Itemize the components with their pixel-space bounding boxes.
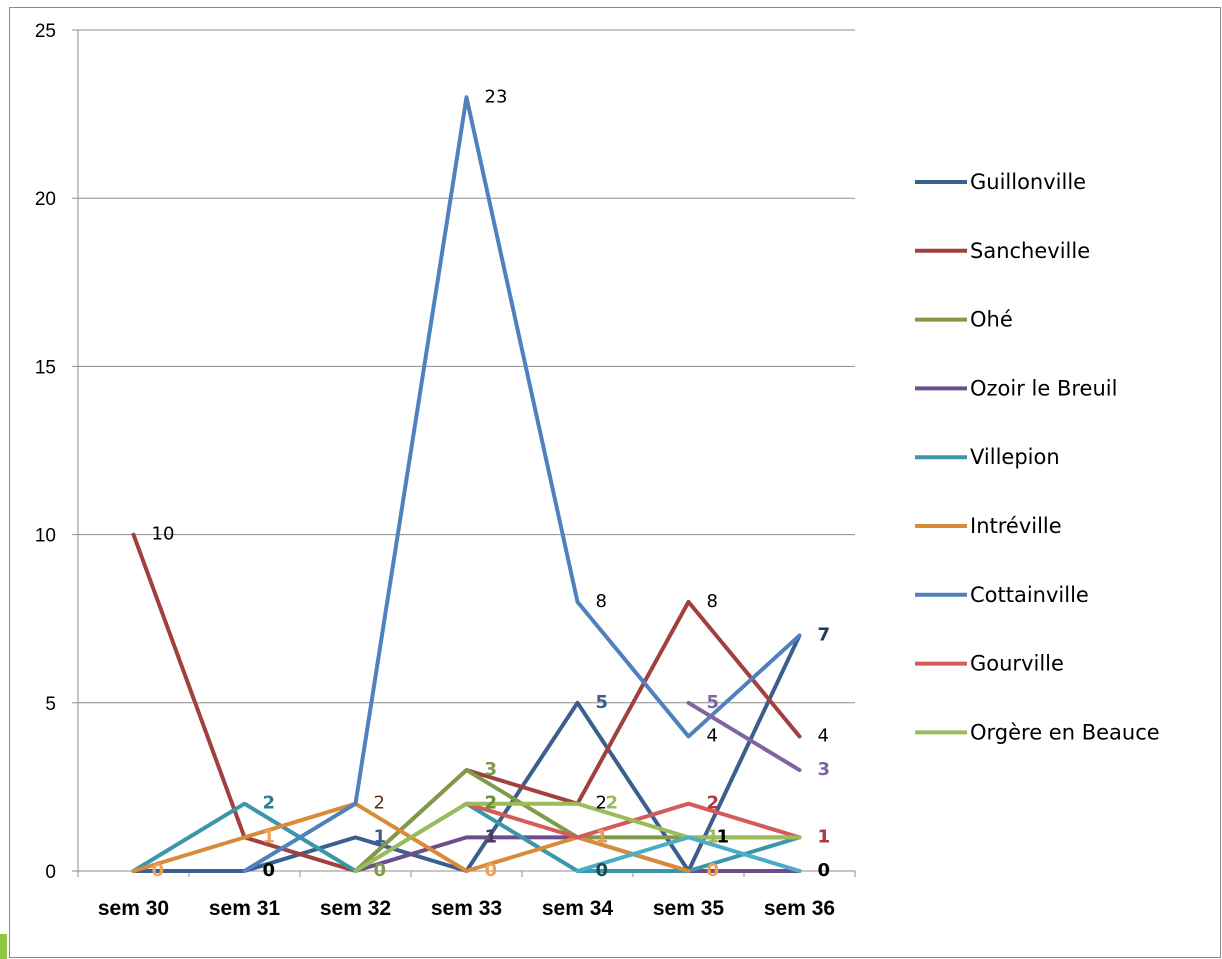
legend-entry: Orgère en Beauce — [970, 720, 1160, 744]
series-line — [686, 700, 802, 773]
data-label: 0 — [485, 860, 498, 881]
data-label: 1 — [596, 826, 609, 847]
data-label: 5 — [707, 692, 720, 713]
data-label: 0 — [596, 860, 609, 881]
data-label: 1 — [818, 826, 831, 847]
x-category-label: sem 33 — [431, 897, 502, 920]
legend-entry: Sancheville — [970, 239, 1090, 263]
data-label: 2 — [596, 793, 607, 814]
series-lines — [131, 95, 802, 873]
data-label: 0 — [374, 860, 387, 881]
legend-entry: Ozoir le Breuil — [970, 376, 1117, 400]
data-label: 2 — [374, 793, 385, 814]
data-label: 8 — [707, 591, 718, 612]
legend-entry: Gourville — [970, 652, 1064, 676]
data-label: 1 — [263, 826, 276, 847]
x-category-label: sem 36 — [764, 897, 835, 920]
data-label: 7 — [818, 625, 831, 646]
data-label: 0 — [152, 860, 165, 881]
data-label: 2 — [263, 793, 276, 814]
x-category-label: sem 30 — [98, 897, 169, 920]
data-label: 1 — [818, 826, 831, 847]
legend-entry: Ohé — [970, 308, 1013, 332]
chart-frame — [9, 7, 1221, 958]
legend-entry: Guillonville — [970, 170, 1086, 194]
y-tick-label: 5 — [45, 694, 56, 715]
y-tick-label: 25 — [35, 21, 56, 42]
data-label: 3 — [485, 759, 496, 780]
data-label: 0 — [818, 860, 831, 881]
series-line — [242, 95, 802, 873]
data-label: 1 — [374, 826, 387, 847]
x-category-label: sem 35 — [653, 897, 725, 920]
x-category-label: sem 32 — [320, 897, 391, 920]
legend-entry: Intréville — [970, 514, 1062, 538]
data-label: 1 — [485, 826, 498, 847]
data-label: 3 — [818, 759, 831, 780]
data-label: 4 — [818, 725, 829, 746]
data-label: 2 — [485, 793, 498, 814]
data-label: 8 — [596, 591, 607, 612]
legend: Guillonville Sancheville Ohé Ozoir le Breui… — [915, 170, 1160, 744]
data-label: 2 — [485, 793, 498, 814]
data-label: 5 — [596, 692, 609, 713]
data-label: 4 — [707, 725, 718, 746]
data-label: 1 — [596, 826, 609, 847]
x-category-label: sem 34 — [542, 897, 614, 920]
series-line — [353, 801, 802, 873]
y-tick-label: 0 — [45, 862, 56, 883]
data-label: 23 — [485, 86, 508, 107]
data-label: 2 — [606, 793, 619, 814]
data-label: 2 — [707, 793, 720, 814]
data-label: 3 — [485, 759, 498, 780]
legend-entry: Cottainville — [970, 583, 1089, 607]
legend-entry: Villepion — [970, 445, 1060, 469]
data-label: 1 — [717, 826, 730, 847]
data-label: 10 — [152, 524, 175, 545]
y-tick-label: 15 — [35, 357, 56, 378]
data-label: 1 — [818, 826, 831, 847]
data-label: 1 — [707, 826, 720, 847]
x-category-label: sem 31 — [209, 897, 281, 920]
data-label: 0 — [707, 860, 720, 881]
corner-accent — [0, 934, 7, 959]
gridlines — [78, 29, 855, 704]
data-label: 0 — [263, 860, 276, 881]
series-line — [575, 835, 802, 873]
y-tick-label: 10 — [35, 526, 56, 547]
y-tick-label: 20 — [35, 189, 56, 210]
